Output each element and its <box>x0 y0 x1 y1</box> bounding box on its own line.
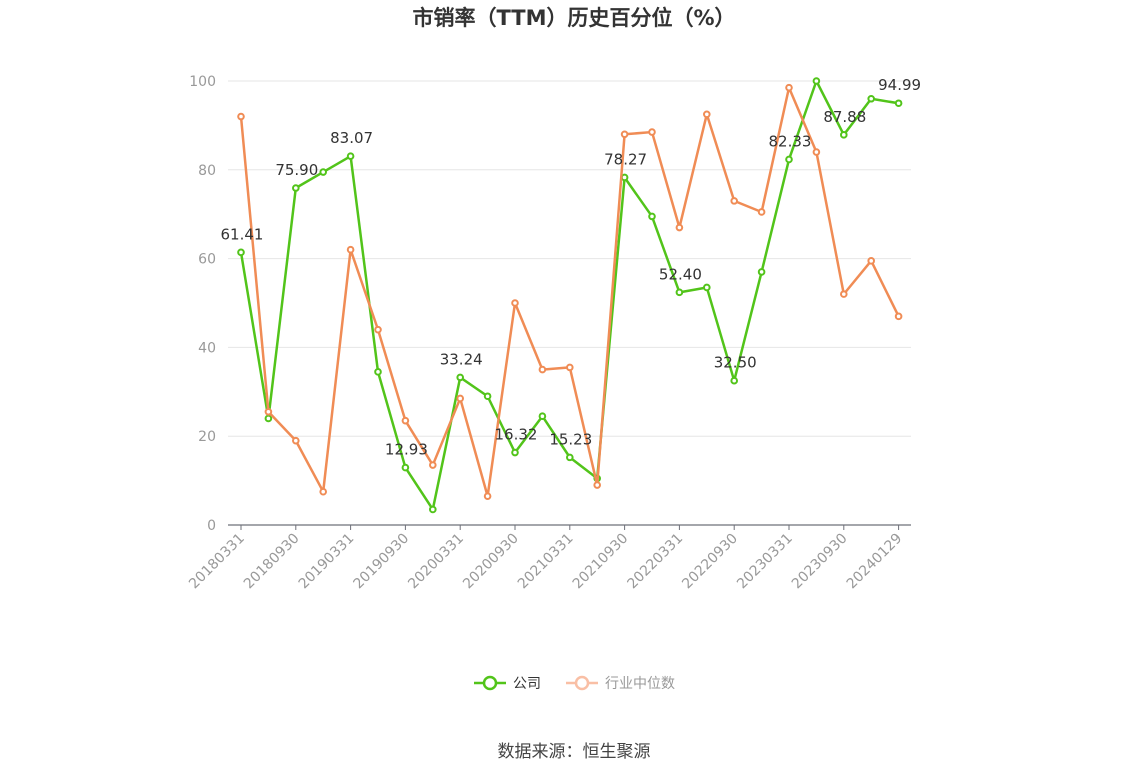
legend-line-company-icon <box>474 675 506 691</box>
y-tick-label: 20 <box>198 429 216 445</box>
x-tick-label: 20230930 <box>789 531 851 593</box>
data-point-company <box>566 453 574 462</box>
data-point-company <box>675 288 684 297</box>
data-point-company <box>319 168 328 176</box>
x-tick-label: 20180930 <box>241 531 303 593</box>
x-tick-label: 20220930 <box>679 531 741 593</box>
data-label: 32.50 <box>714 354 757 372</box>
data-point-company <box>648 212 656 221</box>
x-tick-label: 20200331 <box>405 531 467 593</box>
data-point-industry <box>456 394 465 403</box>
y-tick-label: 80 <box>198 163 216 179</box>
series-layer <box>237 77 903 514</box>
data-point-industry <box>867 257 876 265</box>
data-point-industry <box>429 461 437 469</box>
data-point-company <box>292 184 300 192</box>
data-point-industry <box>757 208 766 216</box>
data-point-company <box>538 412 547 421</box>
data-point-industry <box>730 197 739 205</box>
y-tick-label: 60 <box>198 252 216 268</box>
data-label: 75.90 <box>275 161 318 179</box>
data-point-industry <box>648 128 656 136</box>
data-point-industry <box>785 83 793 92</box>
data-label: 78.27 <box>604 150 647 168</box>
data-point-industry <box>264 407 273 416</box>
y-tick-label: 100 <box>189 74 216 90</box>
y-tick-label: 0 <box>207 518 216 534</box>
data-point-industry <box>374 325 382 334</box>
legend-item-industry[interactable]: 行业中位数 <box>565 673 675 693</box>
data-point-industry <box>675 223 684 232</box>
x-tick-label: 20210331 <box>515 531 577 593</box>
data-label: 87.88 <box>823 108 866 126</box>
x-tick-label: 20230331 <box>734 531 796 593</box>
data-point-industry <box>319 487 328 496</box>
data-point-company <box>840 131 848 139</box>
data-point-company <box>785 155 793 164</box>
data-point-company <box>511 448 519 457</box>
chart-title: 市销率（TTM）历史百分位（%） <box>412 6 736 30</box>
data-point-company <box>620 173 629 182</box>
data-point-company <box>483 392 492 401</box>
y-tick-label: 40 <box>198 340 216 356</box>
data-point-company <box>401 463 410 472</box>
data-point-industry <box>511 299 519 307</box>
data-point-company <box>812 77 821 85</box>
data-point-industry <box>237 112 245 121</box>
data-label: 61.41 <box>221 225 264 243</box>
data-point-company <box>456 373 465 382</box>
data-point-company <box>374 368 382 376</box>
axis-layer: 0 20 40 60 80 100 2018033120180930201903312019… <box>186 74 911 592</box>
x-tick-label: 20190930 <box>351 531 413 593</box>
source-note: 数据来源：恒生聚源 <box>497 742 651 762</box>
data-label: 33.24 <box>440 350 483 368</box>
data-point-industry <box>894 312 903 321</box>
data-point-company <box>429 505 437 514</box>
data-label: 16.32 <box>495 426 538 444</box>
grid-layer <box>228 80 911 437</box>
data-point-industry <box>346 245 355 254</box>
data-label: 83.07 <box>330 129 373 147</box>
data-point-industry <box>593 481 602 489</box>
data-point-industry <box>538 365 547 374</box>
data-point-industry <box>703 110 711 119</box>
label-layer: 61.41 75.90 83.07 12.93 33.24 16.32 15.23 78.27… <box>221 76 922 458</box>
legend-label-industry: 行业中位数 <box>605 676 675 692</box>
data-point-company <box>237 248 245 257</box>
data-label: 52.40 <box>659 265 702 283</box>
data-point-industry <box>566 363 574 372</box>
legend: 公司 行业中位数 <box>0 673 1148 693</box>
data-point-company <box>867 94 876 103</box>
data-point-company <box>703 283 711 292</box>
data-point-industry <box>401 416 410 425</box>
x-tick-label: 20220331 <box>625 531 687 593</box>
x-tick-label: 20190331 <box>296 531 358 593</box>
data-point-industry <box>812 148 821 156</box>
legend-item-company[interactable]: 公司 <box>473 673 541 693</box>
data-point-industry <box>620 130 629 139</box>
data-label: 12.93 <box>385 441 428 459</box>
x-tick-label: 20200930 <box>460 531 522 593</box>
data-point-industry <box>840 290 848 298</box>
data-point-company <box>346 152 355 160</box>
data-label: 15.23 <box>549 430 592 448</box>
data-point-company <box>757 268 766 276</box>
data-point-industry <box>483 492 492 500</box>
data-point-industry <box>292 436 300 445</box>
data-point-company <box>730 376 739 385</box>
legend-line-industry-icon <box>566 675 598 691</box>
x-tick-label: 20210930 <box>570 531 632 593</box>
data-label: 82.33 <box>769 132 812 150</box>
x-tick-label: 20180331 <box>186 531 248 593</box>
legend-label-company: 公司 <box>513 676 541 692</box>
data-point-company <box>264 414 273 423</box>
x-tick-label: 20240129 <box>844 531 906 593</box>
data-label: 94.99 <box>878 76 921 94</box>
data-point-company <box>894 99 903 108</box>
